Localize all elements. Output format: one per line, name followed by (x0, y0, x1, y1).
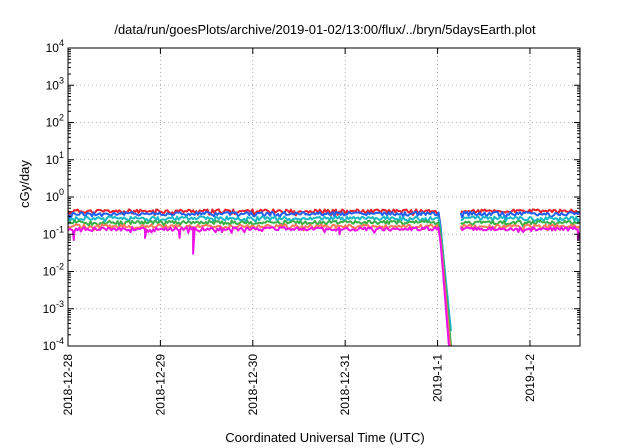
series-line (68, 215, 452, 332)
x-axis-label: Coordinated Universal Time (UTC) (225, 430, 424, 445)
y-tick-label: 10-2 (43, 262, 64, 279)
y-tick-label: 102 (46, 113, 64, 130)
x-tick-label: 2019-1-1 (431, 354, 445, 402)
series-line (68, 223, 452, 346)
series-line (459, 210, 580, 219)
y-axis-label: cGy/day (17, 160, 32, 208)
x-tick-label: 2018-12-31 (338, 354, 352, 416)
y-tick-label: 10-4 (43, 336, 64, 353)
series-line (68, 226, 451, 346)
x-tick-label: 2019-1-2 (523, 354, 537, 402)
series-line (68, 210, 452, 346)
x-tick-label: 2018-12-30 (246, 354, 260, 416)
y-axis: 10-4 10-3 10-2 10-1 100 101 102 103 104 (43, 38, 580, 353)
y-tick-label: 10-1 (43, 224, 64, 241)
x-tick-label: 2018-12-28 (61, 354, 75, 416)
series-line (68, 219, 452, 346)
series-line (460, 215, 580, 223)
x-axis: 2018-12-28 2018-12-29 2018-12-30 2018-12-31… (61, 48, 537, 415)
y-tick-label: 10-3 (43, 299, 64, 316)
y-tick-label: 104 (46, 38, 64, 55)
chart-title: /data/run/goesPlots/archive/2019-01-02/1… (114, 22, 536, 37)
series-layer (68, 208, 580, 346)
y-tick-label: 101 (46, 150, 64, 167)
y-tick-label: 100 (46, 187, 64, 204)
series-line (459, 226, 580, 241)
y-tick-label: 103 (46, 75, 64, 92)
grid (68, 48, 580, 346)
series-line (460, 219, 580, 228)
x-tick-label: 2018-12-29 (153, 354, 167, 416)
